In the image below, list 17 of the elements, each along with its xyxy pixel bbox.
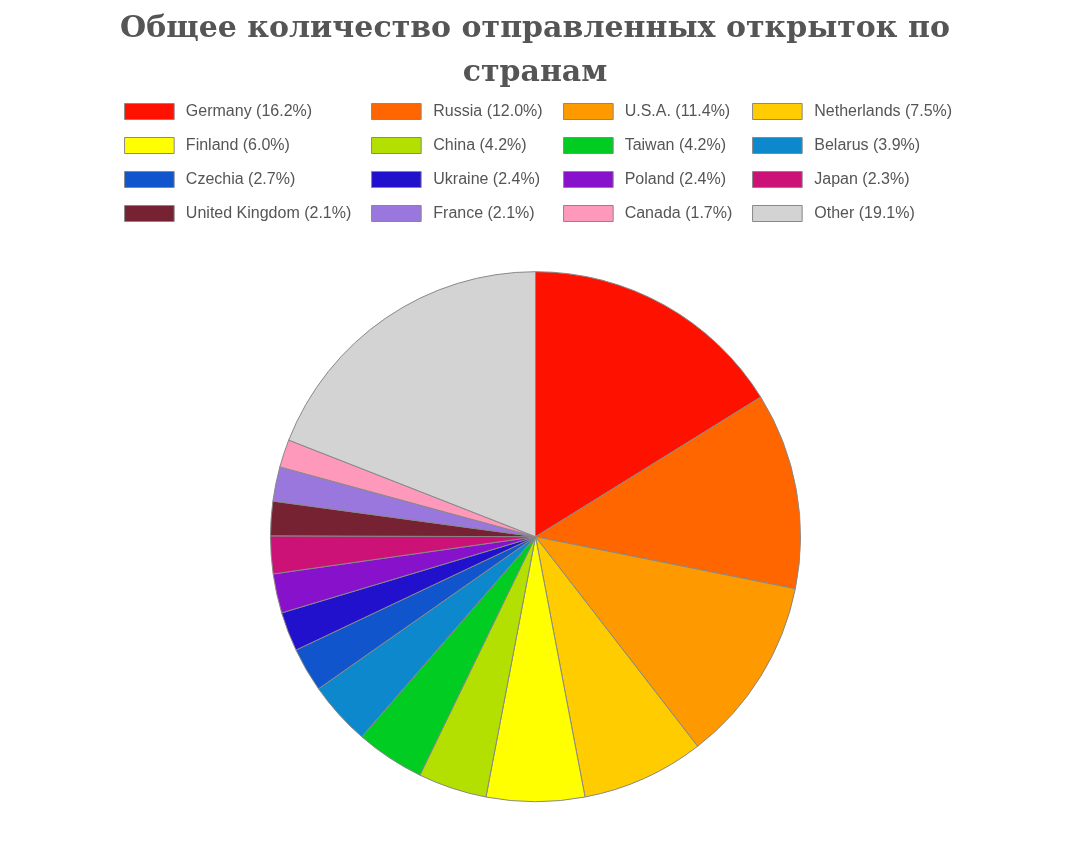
legend-label: Netherlands (7.5%) — [814, 102, 953, 120]
chart-title: Общее количество отправленных открыток по странам — [119, 8, 951, 90]
legend-label: Ukraine (2.4%) — [433, 170, 540, 188]
legend-label: United Kingdom (2.1%) — [185, 204, 352, 222]
legend-label: Finland (6.0%) — [185, 136, 290, 154]
legend-label: Japan (2.3%) — [814, 170, 910, 188]
legend-label: France (2.1%) — [433, 204, 535, 222]
legend-label: Czechia (2.7%) — [185, 170, 296, 188]
legend-label: Russia (12.0%) — [433, 102, 543, 120]
legend-label: Germany (16.2%) — [185, 102, 313, 120]
legend-label: Other (19.1%) — [814, 204, 915, 222]
legend-label: Taiwan (4.2%) — [624, 136, 727, 154]
legend-label: Belarus (3.9%) — [814, 136, 921, 154]
legend-label: U.S.A. (11.4%) — [624, 102, 731, 120]
legend-label: Poland (2.4%) — [624, 170, 727, 188]
legend-label: China (4.2%) — [433, 136, 527, 154]
legend-label: Canada (1.7%) — [624, 204, 733, 222]
